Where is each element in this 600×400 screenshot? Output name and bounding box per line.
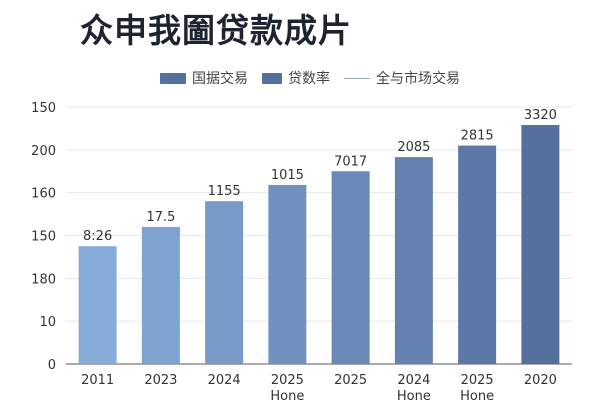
bar [331,171,370,364]
legend-label-3: 全与市场交易 [376,71,460,87]
data-label: 8:26 [83,229,112,244]
data-label: 2085 [397,140,430,155]
legend-swatch-1 [160,72,186,84]
chart-title: 众申我圗贷款成片 [80,11,352,50]
y-tick-label: 150 [31,230,56,245]
legend-item-2: 贷数率 [262,68,330,88]
y-tick-label: 180 [31,272,56,287]
x-tick-sublabel: Hone [270,389,304,400]
x-tick-label: 2023 [144,373,177,388]
bar [268,184,307,364]
legend-item-3: 全与市场交易 [344,68,460,88]
x-tick-label: 2020 [524,373,557,388]
x-tick-label: 2025 [334,373,367,388]
bar [458,145,497,364]
legend-item-1: 国据交易 [160,68,248,88]
x-tick-label: 2024 [208,373,241,388]
y-tick-label: 10 [39,315,56,330]
y-tick-label: 160 [31,187,56,202]
bar [78,246,117,364]
bar [205,201,244,364]
legend-swatch-2 [262,72,282,84]
legend-label-1: 国据交易 [192,71,248,87]
bar [521,124,560,365]
x-tick-label: 2024 [397,373,430,388]
x-tick-sublabel: Hone [460,389,494,400]
legend-label-2: 贷数率 [288,71,330,87]
data-label: 3320 [524,108,557,123]
x-tick-label: 2011 [81,373,114,388]
x-tick-label: 2025 [271,373,304,388]
y-tick-label: 0 [48,358,56,373]
y-tick-label: 150 [31,101,56,116]
data-label: 2815 [461,129,494,144]
data-label: 17.5 [146,210,175,225]
legend-swatch-3 [344,77,370,79]
bar [141,226,180,364]
y-tick-label: 200 [31,144,56,159]
bar [394,157,433,364]
x-tick-sublabel: Hone [397,389,431,400]
data-label: 1155 [208,184,241,199]
legend: 国据交易 贷数率 全与市场交易 [160,68,460,88]
data-label: 1015 [271,168,304,183]
data-label: 7017 [334,154,367,169]
x-tick-label: 2025 [461,373,494,388]
